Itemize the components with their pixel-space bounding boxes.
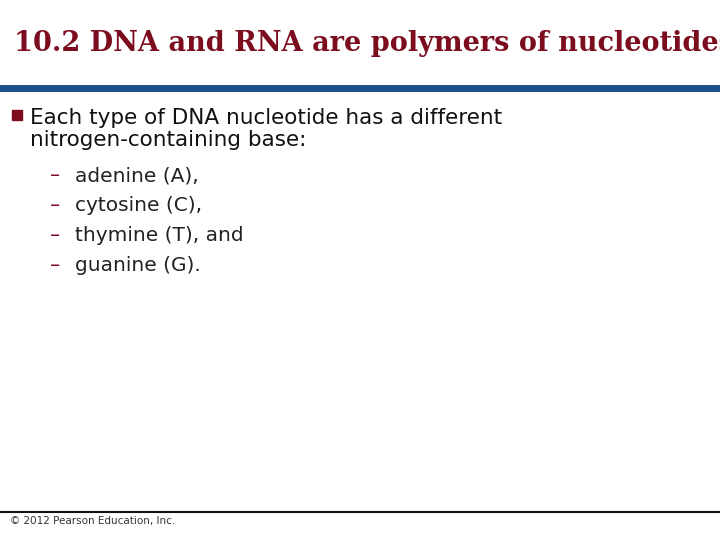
Text: guanine (G).: guanine (G). (75, 256, 201, 275)
Text: 10.2 DNA and RNA are polymers of nucleotides: 10.2 DNA and RNA are polymers of nucleot… (14, 30, 720, 57)
Text: –: – (50, 166, 60, 185)
Text: nitrogen-containing base:: nitrogen-containing base: (30, 130, 307, 150)
Text: –: – (50, 256, 60, 275)
Text: adenine (A),: adenine (A), (75, 166, 199, 185)
Text: –: – (50, 196, 60, 215)
Text: thymine (T), and: thymine (T), and (75, 226, 243, 245)
Text: cytosine (C),: cytosine (C), (75, 196, 202, 215)
Text: © 2012 Pearson Education, Inc.: © 2012 Pearson Education, Inc. (10, 516, 175, 526)
Text: Each type of DNA nucleotide has a different: Each type of DNA nucleotide has a differ… (30, 108, 502, 128)
Bar (12, 110, 22, 120)
Text: –: – (50, 226, 60, 245)
